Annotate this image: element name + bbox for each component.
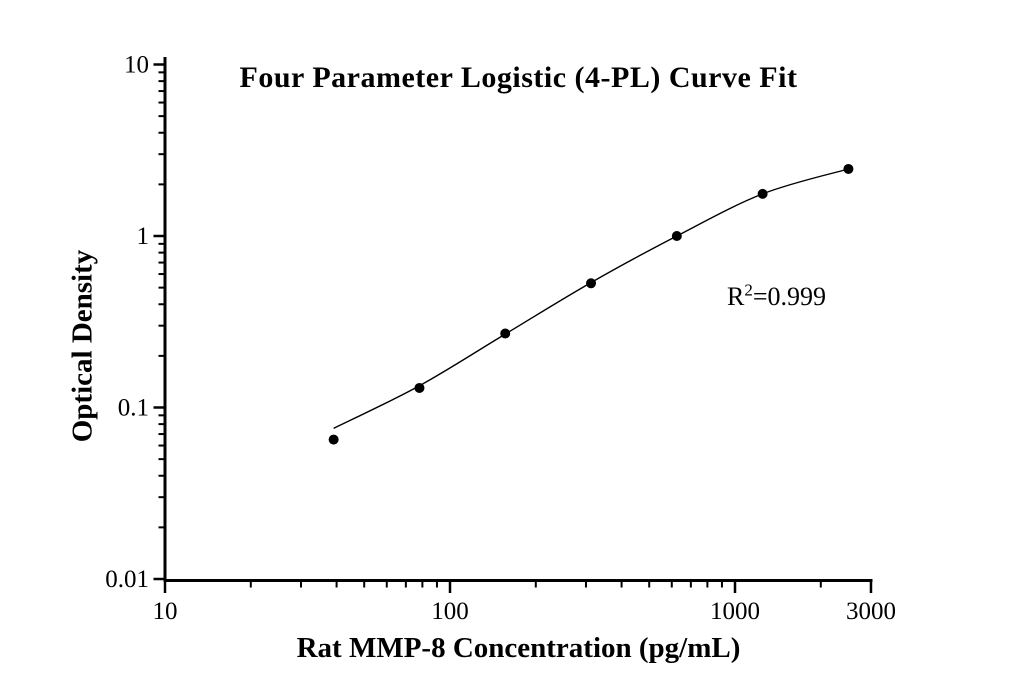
y-tick-label: 0.01	[105, 566, 149, 593]
r-squared-superscript: 2	[744, 280, 753, 300]
data-point-marker	[757, 188, 768, 199]
data-point-marker	[671, 231, 682, 241]
x-tick-label: 10	[153, 598, 178, 625]
x-tick-label: 100	[431, 598, 469, 625]
data-point-marker	[500, 328, 511, 339]
y-tick-label: 0.1	[118, 395, 149, 422]
chart-title: Four Parameter Logistic (4-PL) Curve Fit	[239, 61, 798, 94]
r-squared-annotation: R2=0.999	[727, 280, 827, 312]
data-point-marker	[843, 163, 854, 174]
data-point-marker	[328, 434, 339, 445]
x-tick-label: 3000	[846, 598, 896, 625]
x-tick-label: 1000	[710, 598, 760, 625]
y-tick-label: 10	[124, 52, 149, 79]
x-axis-title: Rat MMP-8 Concentration (pg/mL)	[296, 632, 741, 664]
y-tick-label: 1	[137, 223, 150, 250]
r-squared-value: =0.999	[752, 282, 827, 311]
data-point-marker	[586, 278, 597, 289]
r-squared-base: R	[727, 282, 745, 311]
data-point-marker	[414, 382, 425, 393]
y-axis-title: Optical Density	[66, 249, 99, 443]
